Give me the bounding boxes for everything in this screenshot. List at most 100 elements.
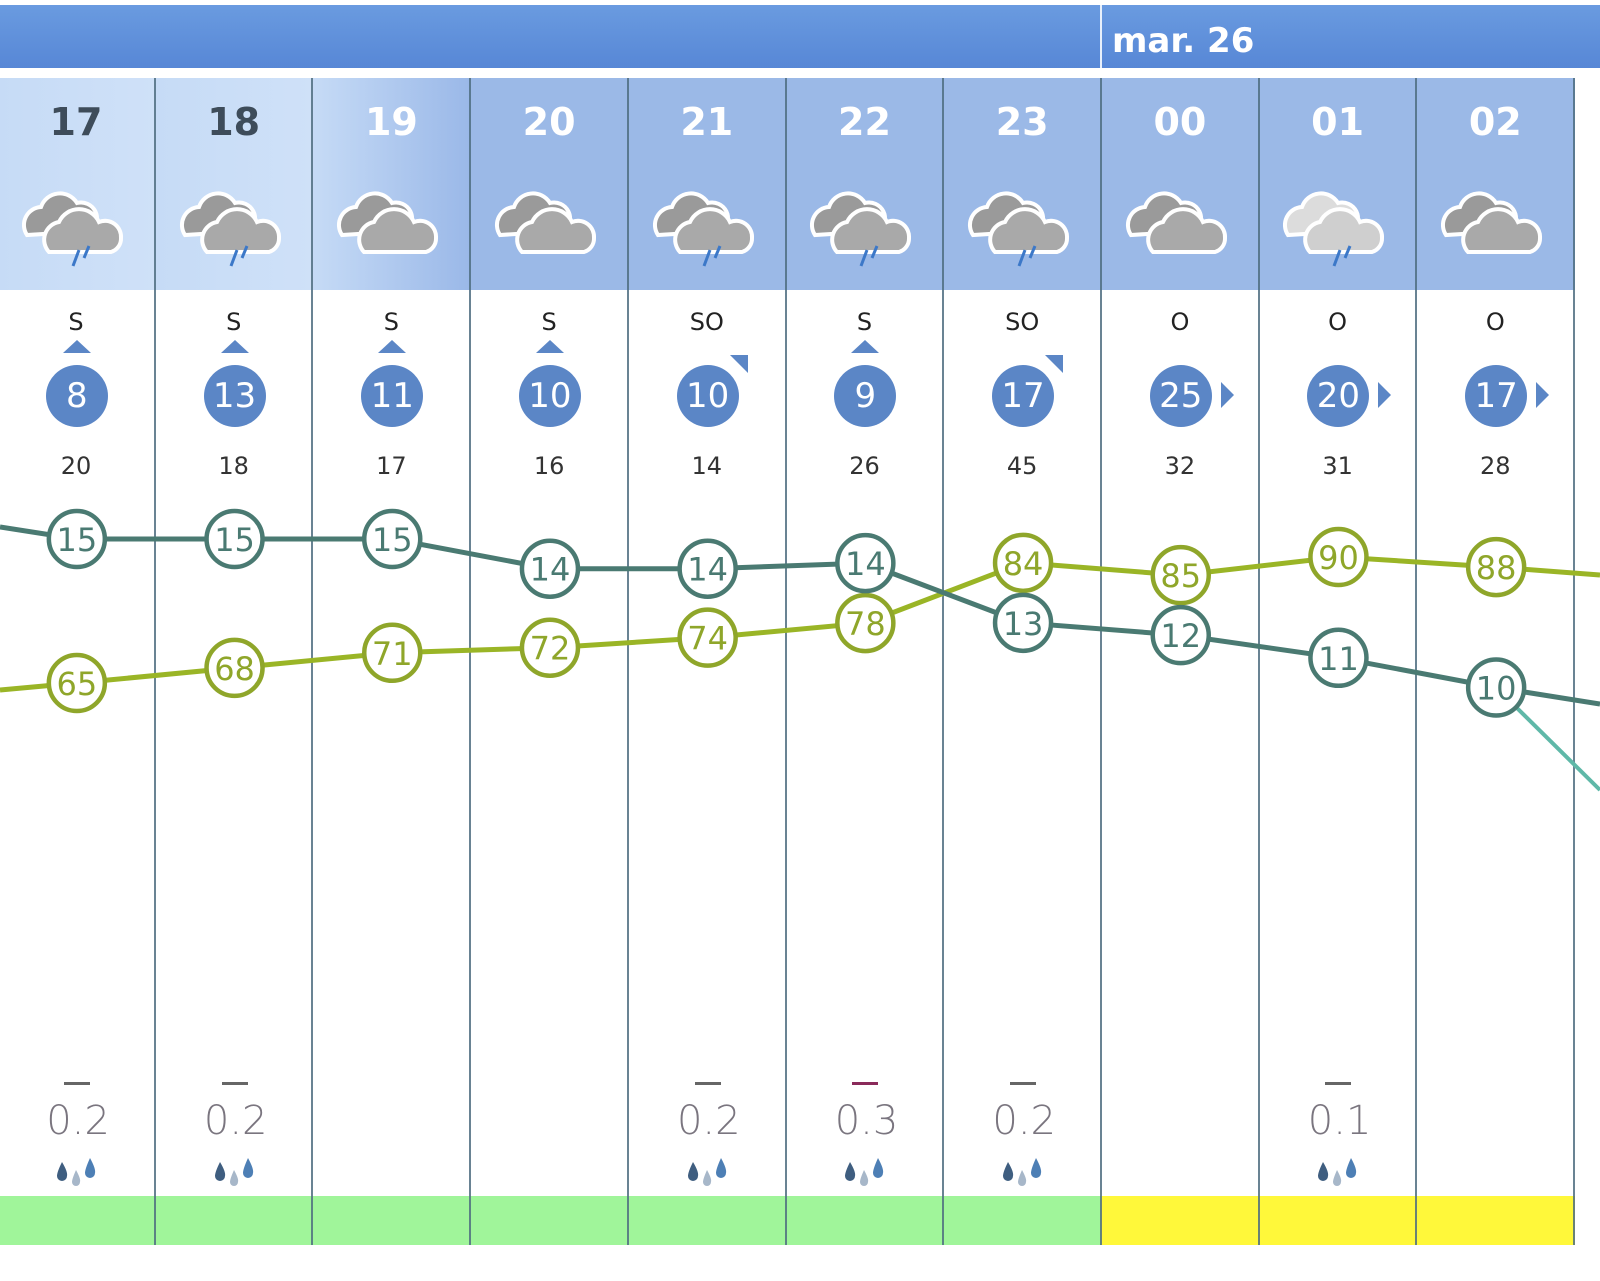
temperature-point	[519, 538, 581, 599]
hour-label: 22	[838, 100, 891, 144]
precipitation-value: 0.1	[1307, 1098, 1372, 1144]
wind-arrow-up-icon	[220, 340, 249, 353]
precip-dash	[1325, 1082, 1352, 1085]
risk-band-yellow	[1100, 1196, 1260, 1245]
storm-cloud-icon	[648, 180, 768, 274]
precip-dash	[1010, 1082, 1037, 1085]
storm-cloud-icon	[805, 180, 925, 274]
temperature-point	[46, 508, 108, 570]
column-divider	[1257, 78, 1260, 1245]
rain-drops-icon	[210, 1152, 260, 1196]
wind-speed-badge: 11	[361, 365, 424, 427]
wind-speed-badge: 10	[676, 365, 739, 427]
hour-label: 21	[680, 100, 734, 144]
precipitation-value: 0.3	[834, 1098, 899, 1144]
column-divider	[784, 78, 787, 1245]
precip-dash	[852, 1082, 879, 1085]
humidity-label: 65	[56, 665, 97, 703]
humidity-point	[835, 592, 896, 654]
cloudy-icon	[1121, 180, 1241, 274]
wind-direction: S	[541, 308, 557, 336]
precipitation-value: 0.2	[203, 1098, 268, 1144]
rain-drops-icon	[1313, 1152, 1363, 1196]
temperature-point	[835, 532, 896, 594]
risk-band-yellow	[1258, 1196, 1418, 1245]
rain-drops-icon	[998, 1152, 1048, 1196]
risk-band-green	[470, 1196, 629, 1245]
humidity-label: 90	[1318, 539, 1359, 577]
humidity-label: 88	[1476, 549, 1517, 587]
wind-arrow-right-icon	[1220, 382, 1234, 408]
wind-speed-badge: 25	[1149, 365, 1212, 427]
humidity-point	[677, 607, 738, 668]
wind-speed-badge: 17	[1465, 365, 1528, 427]
wind-arrow-corner-icon	[729, 355, 748, 373]
humidity-label: 72	[530, 630, 571, 668]
cloudy-icon	[1436, 180, 1556, 274]
wind-speed-badge: 8	[45, 365, 108, 427]
rain-drops-icon	[840, 1152, 890, 1196]
humidity-point	[1465, 536, 1527, 598]
humidity-point	[204, 637, 265, 699]
wind-direction: S	[226, 308, 242, 336]
rain-drops-icon	[52, 1152, 102, 1196]
header-cell-background	[470, 78, 629, 290]
rain-drops-icon	[683, 1152, 733, 1196]
wind-direction: S	[383, 308, 399, 336]
header-cell-background	[312, 78, 472, 290]
humidity-point	[992, 532, 1054, 594]
temperature-point	[362, 508, 423, 570]
precipitation-value: 0.2	[46, 1098, 110, 1144]
cloudy-icon	[332, 180, 452, 274]
wind-speed-badge: 17	[992, 365, 1055, 427]
wind-arrow-up-icon	[535, 340, 564, 353]
wind-arrow-up-icon	[378, 340, 407, 353]
humidity-point	[519, 617, 581, 678]
wind-gust: 31	[1322, 452, 1353, 480]
day-label: mar. 26	[1112, 21, 1255, 61]
wind-arrow-corner-icon	[1045, 355, 1064, 373]
humidity-point	[1308, 526, 1369, 588]
precip-dash	[63, 1082, 90, 1085]
temperature-point	[1308, 627, 1369, 689]
risk-band-green	[154, 1196, 314, 1245]
wind-arrow-right-icon	[1536, 382, 1550, 408]
temperature-point	[1150, 604, 1211, 666]
day-separator	[1100, 5, 1102, 68]
risk-band-green	[785, 1196, 945, 1245]
header-cell-background	[1100, 78, 1260, 290]
temperature-label: 15	[372, 521, 413, 559]
temperature-label: 14	[687, 551, 728, 589]
wind-gust: 32	[1164, 452, 1196, 480]
column-divider	[942, 78, 945, 1245]
precip-dash	[694, 1082, 721, 1085]
hour-label: 18	[207, 100, 261, 144]
temperature-label: 12	[1160, 617, 1201, 655]
wind-speed-badge: 10	[518, 365, 581, 427]
temperature-point	[204, 508, 265, 570]
wind-gust: 14	[691, 452, 723, 480]
humidity-label: 84	[1003, 545, 1044, 583]
wind-direction: O	[1328, 308, 1348, 336]
temperature-label: 13	[1003, 605, 1044, 643]
wind-gust: 20	[60, 452, 92, 480]
wind-direction: O	[1170, 308, 1190, 336]
hour-label: 23	[995, 100, 1049, 144]
wind-gust: 18	[218, 452, 249, 480]
wind-direction: SO	[689, 308, 724, 336]
hour-label: 01	[1311, 100, 1365, 144]
hour-label: 17	[49, 100, 103, 144]
hour-label: 19	[364, 100, 418, 144]
wind-direction: SO	[1005, 308, 1040, 336]
wind-arrow-up-icon	[851, 340, 880, 353]
cloudy-icon	[490, 180, 610, 274]
wind-arrow-right-icon	[1378, 382, 1392, 408]
wind-direction: S	[68, 308, 84, 336]
wind-gust: 26	[849, 452, 880, 480]
risk-band-green	[943, 1196, 1102, 1245]
precipitation-value: 0.2	[676, 1098, 741, 1144]
temperature-point	[992, 592, 1054, 654]
humidity-label: 71	[372, 635, 413, 673]
temperature-point	[677, 538, 738, 599]
